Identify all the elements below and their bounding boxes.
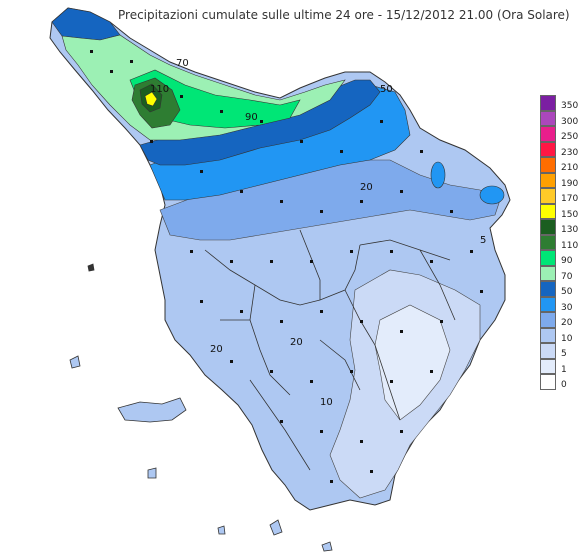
island-pianosa (147, 467, 157, 479)
contour-label: 20 (360, 182, 373, 193)
legend-label: 5 (561, 349, 567, 359)
legend-swatch (540, 95, 556, 111)
legend-label: 30 (561, 302, 573, 313)
legend-row: 300 (540, 110, 580, 127)
legend-label: 70 (561, 271, 573, 282)
legend-row: 130 (540, 219, 580, 235)
island-montecristo (217, 525, 226, 535)
legend-label: 90 (561, 256, 573, 266)
contour-labels: 70 90 110 50 20 20 20 10 5 (150, 58, 486, 408)
legend-label: 150 (561, 209, 579, 220)
island-gorgona (87, 263, 95, 272)
legend-swatch (540, 250, 556, 266)
zone-50-70-north (51, 7, 121, 41)
legend-swatch (540, 110, 556, 126)
legend-label: 210 (561, 163, 579, 173)
legend-label: 10 (561, 333, 573, 344)
legend-label: 250 (561, 132, 579, 142)
legend-swatch (540, 281, 556, 297)
legend-row: 230 (540, 141, 580, 158)
legend-swatch (540, 188, 556, 204)
legend-swatch (540, 343, 556, 359)
local-high-center (430, 161, 446, 189)
legend-label: 350 (561, 101, 579, 111)
legend-swatch (540, 234, 556, 250)
legend-label: 300 (561, 116, 579, 127)
contour-label: 90 (245, 112, 258, 123)
legend-label: 190 (561, 178, 579, 189)
legend-row: 110 (540, 234, 580, 251)
legend-row: 20 (540, 312, 580, 328)
legend-swatch (540, 296, 556, 312)
precipitation-legend: 350 300 250 230 210 190 170 150 130 110 90 70 50 30 20… (540, 95, 580, 390)
local-high-east (479, 185, 505, 205)
legend-label: 1 (561, 364, 567, 375)
legend-label: 230 (561, 147, 579, 158)
legend-row: 90 (540, 250, 580, 266)
contour-label: 20 (210, 344, 223, 355)
contour-label: 70 (176, 58, 189, 69)
legend-swatch (540, 312, 556, 328)
island-capraia (69, 355, 81, 369)
zone-1-5 (374, 304, 451, 421)
rain-gauge-stations (90, 50, 483, 483)
contour-label: 110 (150, 84, 169, 95)
legend-row: 70 (540, 265, 580, 282)
legend-swatch (540, 203, 556, 219)
legend-label: 50 (561, 287, 573, 297)
legend-label: 20 (561, 318, 573, 328)
legend-row: 190 (540, 172, 580, 189)
legend-row: 1 (540, 358, 580, 375)
legend-label: 130 (561, 225, 579, 235)
legend-row: 350 (540, 95, 580, 111)
legend-swatch (540, 157, 556, 173)
legend-row: 50 (540, 281, 580, 297)
contour-label: 50 (380, 84, 393, 95)
legend-label: 110 (561, 240, 579, 251)
legend-row: 150 (540, 203, 580, 220)
legend-swatch (540, 358, 556, 374)
island-elba (117, 397, 187, 423)
legend-row: 30 (540, 296, 580, 313)
zone-150-170 (144, 91, 158, 107)
legend-row: 210 (540, 157, 580, 173)
legend-swatch (540, 141, 556, 157)
legend-row: 250 (540, 126, 580, 142)
legend-row: 10 (540, 327, 580, 344)
island-giglio (269, 519, 283, 536)
legend-swatch (540, 172, 556, 188)
contour-label: 10 (320, 397, 333, 408)
map-title: Precipitazioni cumulate sulle ultime 24 … (118, 8, 570, 22)
legend-swatch (540, 265, 556, 281)
legend-swatch (540, 219, 556, 235)
legend-row: 170 (540, 188, 580, 204)
legend-swatch (540, 126, 556, 142)
legend-label: 0 (561, 380, 567, 390)
legend-label: 170 (561, 194, 579, 204)
contour-label: 20 (290, 337, 303, 348)
contour-label: 5 (480, 235, 486, 246)
legend-swatch (540, 327, 556, 343)
island-giannutri (321, 541, 333, 552)
legend-row: 5 (540, 343, 580, 359)
legend-swatch (540, 374, 556, 390)
legend-row: 0 (540, 374, 580, 390)
province-borders (204, 229, 456, 471)
